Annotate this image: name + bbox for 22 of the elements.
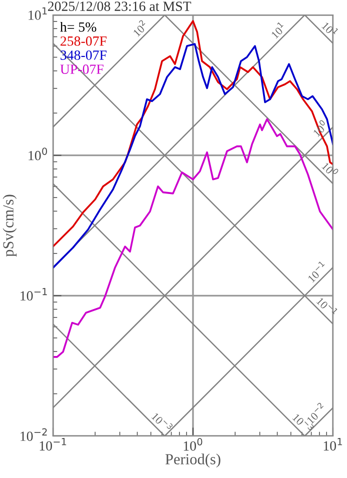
annotation: 10$^{1}$ bbox=[322, 20, 339, 38]
y-tick-label: 10$^{0}$ bbox=[28, 148, 48, 160]
annotation: 10$^{0}$ bbox=[311, 119, 329, 137]
annotation: 10$^{−3}$ bbox=[151, 410, 174, 433]
annotation: 10$^{−1}$ bbox=[306, 260, 328, 283]
annotation: 10$^{−1}$ bbox=[316, 295, 338, 318]
chart-title: 2025/12/08 23:16 at MST bbox=[48, 2, 192, 12]
text: 348-07F bbox=[60, 50, 107, 60]
x-tick-label: 10$^{0}$ bbox=[184, 438, 202, 451]
y-tick-label: 10$^{−2}$ bbox=[20, 428, 47, 441]
text: UP-07F bbox=[60, 64, 104, 74]
x-axis-title: Period(s) bbox=[165, 454, 220, 468]
y-tick-label: 10$^{−1}$ bbox=[20, 288, 47, 301]
y-axis-title: pSv(cm/s) bbox=[2, 194, 17, 257]
annotation: 10$^{0}$ bbox=[322, 160, 340, 178]
annotation: 10$^{2}$ bbox=[131, 20, 148, 37]
x-tick-label: 10$^{−1}$ bbox=[40, 438, 66, 451]
x-tick-label: 10$^{1}$ bbox=[324, 438, 342, 451]
annotation: 10$^{1}$ bbox=[269, 22, 287, 39]
text: 258-07F bbox=[60, 36, 107, 46]
y-tick-label: 10$^{1}$ bbox=[28, 7, 47, 20]
legend-title: h= 5% bbox=[60, 22, 96, 32]
